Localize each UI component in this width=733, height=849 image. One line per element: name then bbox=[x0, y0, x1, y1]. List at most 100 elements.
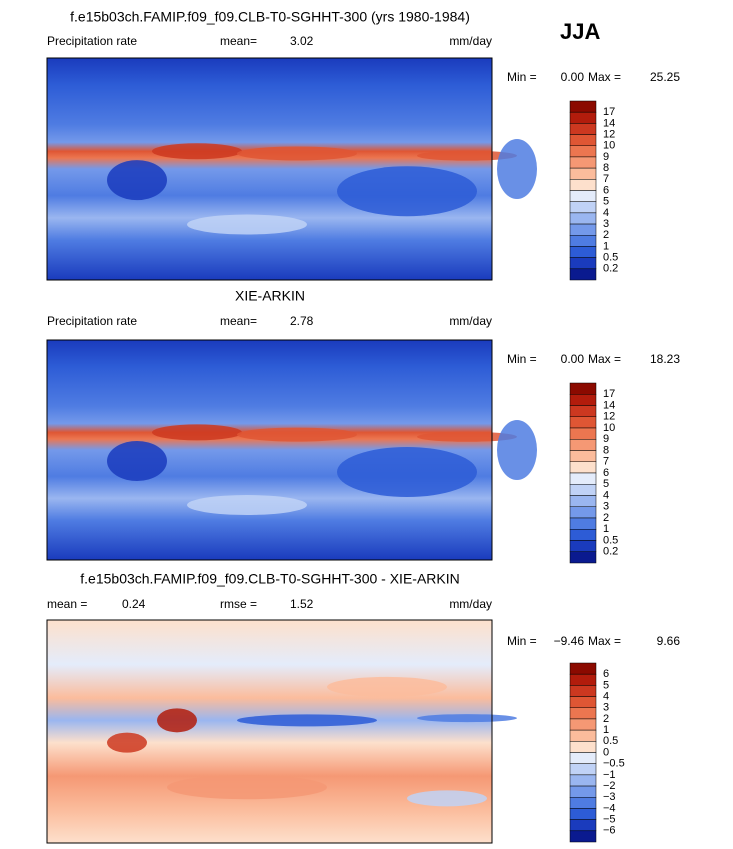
map-feature bbox=[327, 676, 447, 697]
max-value: 9.66 bbox=[657, 634, 681, 648]
colorbar-box bbox=[569, 696, 597, 708]
colorbar-box bbox=[569, 405, 597, 417]
units: mm/day bbox=[449, 314, 492, 328]
colorbar-label: 9 bbox=[603, 151, 609, 163]
colorbar-box bbox=[569, 495, 597, 507]
colorbar-box bbox=[569, 223, 597, 236]
colorbar-label: 8 bbox=[603, 162, 609, 174]
colorbar-label: 2 bbox=[603, 512, 609, 524]
colorbar-label: 6 bbox=[603, 467, 609, 479]
colorbar-box bbox=[569, 212, 597, 225]
colorbar-label: 6 bbox=[603, 184, 609, 196]
min-value: −9.46 bbox=[554, 634, 585, 648]
map-feature bbox=[407, 790, 487, 807]
colorbar-box bbox=[569, 540, 597, 552]
colorbar-box bbox=[569, 268, 597, 281]
min-label: Min = bbox=[507, 352, 537, 366]
colorbar-box bbox=[569, 808, 597, 820]
map-frame bbox=[46, 619, 493, 844]
colorbar-label: −1 bbox=[603, 769, 616, 781]
colorbar-label: 6 bbox=[603, 668, 609, 680]
colorbar-label: 7 bbox=[603, 173, 609, 185]
colorbar-label: 17 bbox=[603, 388, 615, 400]
map bbox=[46, 619, 493, 844]
map-feature bbox=[187, 495, 307, 515]
max-label: Max = bbox=[588, 634, 621, 648]
map-feature bbox=[337, 166, 477, 217]
colorbar-label: 12 bbox=[603, 128, 615, 140]
colorbar-label: 0 bbox=[603, 746, 609, 758]
stat-label: mean= bbox=[220, 34, 257, 48]
colorbar-label: 5 bbox=[603, 679, 609, 691]
colorbar-label: 17 bbox=[603, 106, 615, 118]
map-feature bbox=[417, 714, 517, 723]
units: mm/day bbox=[449, 597, 492, 611]
colorbar-box bbox=[569, 662, 597, 675]
colorbar-box bbox=[569, 785, 597, 798]
colorbar-box bbox=[569, 461, 597, 474]
panel-title: f.e15b03ch.FAMIP.f09_f09.CLB-T0-SGHHT-30… bbox=[80, 571, 459, 587]
colorbar-label: 14 bbox=[603, 117, 615, 129]
map-frame bbox=[46, 339, 493, 561]
max-value: 18.23 bbox=[650, 352, 680, 366]
colorbar-label: 12 bbox=[603, 411, 615, 423]
colorbar-label: 2 bbox=[603, 229, 609, 241]
map-feature bbox=[152, 424, 242, 441]
min-label: Min = bbox=[507, 70, 537, 84]
colorbar-box bbox=[569, 741, 597, 753]
colorbar-label: −0.5 bbox=[603, 758, 625, 770]
colorbar-box bbox=[569, 123, 597, 135]
stat-label: rmse = bbox=[220, 597, 257, 611]
colorbar-label: 4 bbox=[603, 489, 609, 501]
units: mm/day bbox=[449, 34, 492, 48]
map-feature bbox=[152, 143, 242, 160]
stat-value: 2.78 bbox=[290, 314, 314, 328]
colorbar-label: 1 bbox=[603, 724, 609, 736]
colorbar-label: 5 bbox=[603, 196, 609, 208]
colorbar-label: 14 bbox=[603, 399, 615, 411]
colorbar-label: 5 bbox=[603, 478, 609, 490]
season-label: JJA bbox=[560, 19, 600, 44]
colorbar-label: 2 bbox=[603, 713, 609, 725]
colorbar-box bbox=[569, 394, 597, 406]
max-label: Max = bbox=[588, 352, 621, 366]
colorbar-box bbox=[569, 439, 597, 451]
colorbar-label: −6 bbox=[603, 825, 616, 837]
colorbar-box bbox=[569, 797, 597, 809]
map-feature bbox=[237, 427, 357, 442]
colorbar-box bbox=[569, 167, 597, 180]
colorbar-box bbox=[569, 830, 597, 843]
map-feature bbox=[167, 775, 327, 800]
colorbar-label: 4 bbox=[603, 207, 609, 219]
colorbar-label: 8 bbox=[603, 444, 609, 456]
min-value: 0.00 bbox=[561, 70, 585, 84]
colorbar-box bbox=[569, 257, 597, 270]
colorbar-box bbox=[569, 382, 597, 395]
colorbar-label: −5 bbox=[603, 814, 616, 826]
colorbar-label: 1 bbox=[603, 523, 609, 535]
colorbar-box bbox=[569, 246, 597, 258]
colorbar-box bbox=[569, 752, 597, 764]
colorbar-label: 1 bbox=[603, 240, 609, 252]
colorbar-box bbox=[569, 427, 597, 440]
colorbar-box bbox=[569, 685, 597, 697]
colorbar-label: 0.5 bbox=[603, 735, 618, 747]
colorbar-label: 7 bbox=[603, 456, 609, 468]
map-feature bbox=[107, 160, 167, 201]
variable-label: Precipitation rate bbox=[47, 34, 137, 48]
colorbar-box bbox=[569, 729, 597, 742]
min-value: 0.00 bbox=[561, 352, 585, 366]
colorbar-box bbox=[569, 774, 597, 787]
colorbar-box bbox=[569, 179, 597, 191]
max-value: 25.25 bbox=[650, 70, 680, 84]
colorbar-label: 3 bbox=[603, 218, 609, 230]
colorbar-box bbox=[569, 484, 597, 496]
panel-title: XIE-ARKIN bbox=[235, 288, 305, 304]
colorbar-label: 0.2 bbox=[603, 263, 618, 275]
colorbar-label: −4 bbox=[603, 802, 616, 814]
colorbar-box bbox=[569, 416, 597, 429]
colorbar-box bbox=[569, 111, 597, 124]
colorbar-box bbox=[569, 472, 597, 485]
colorbar-label: 4 bbox=[603, 690, 609, 702]
